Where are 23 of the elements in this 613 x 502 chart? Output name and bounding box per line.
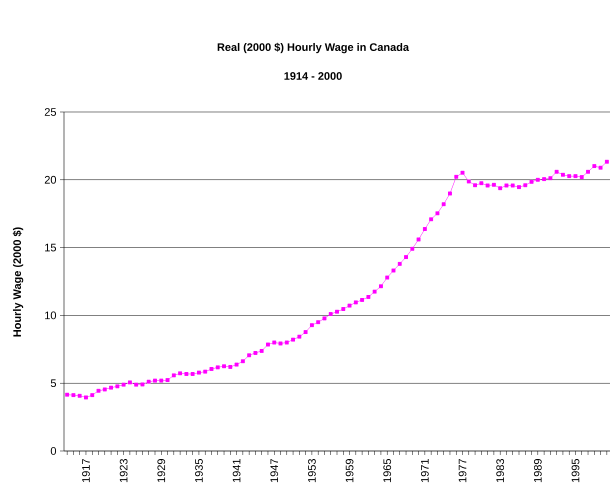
y-tick-label: 5 bbox=[50, 379, 56, 388]
y-tick-label: 15 bbox=[45, 244, 56, 252]
x-tick-label: 1953 bbox=[308, 459, 316, 482]
x-tick-label: 1917 bbox=[82, 459, 90, 482]
x-tick-label: 1959 bbox=[346, 459, 354, 482]
y-tick-label: 0 bbox=[50, 447, 56, 455]
y-tick-label: 25 bbox=[44, 108, 56, 116]
x-tick-label: 1929 bbox=[157, 459, 166, 482]
x-tick-label: 1977 bbox=[458, 459, 466, 482]
x-tick-label: 1989 bbox=[534, 459, 542, 482]
y-axis-title: Hourly Wage (2000 $) bbox=[12, 227, 24, 336]
x-tick-label: 1965 bbox=[383, 458, 392, 482]
x-tick-label: 1947 bbox=[270, 459, 278, 482]
x-tick-label: 1983 bbox=[496, 459, 504, 482]
chart-subtitle: 1914 - 2000 bbox=[284, 72, 342, 80]
y-tick-label: 20 bbox=[44, 176, 56, 184]
x-tick-label: 1941 bbox=[232, 459, 240, 482]
x-tick-label: 1923 bbox=[120, 459, 128, 482]
x-tick-label: 1971 bbox=[420, 459, 429, 482]
chart-title: Real (2000 $) Hourly Wage in Canada bbox=[218, 42, 410, 54]
x-tick-label: 1935 bbox=[195, 458, 203, 482]
x-tick-label: 1995 bbox=[572, 458, 580, 482]
y-tick-label: 10 bbox=[45, 312, 56, 320]
